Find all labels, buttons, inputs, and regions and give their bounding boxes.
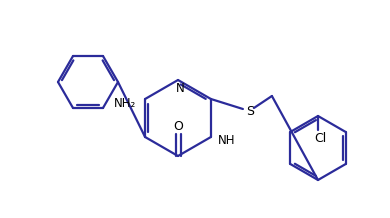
Text: Cl: Cl — [314, 131, 326, 145]
Text: S: S — [246, 104, 254, 118]
Text: NH₂: NH₂ — [114, 97, 136, 109]
Text: N: N — [176, 82, 184, 94]
Text: NH: NH — [218, 133, 236, 146]
Text: O: O — [173, 121, 183, 133]
